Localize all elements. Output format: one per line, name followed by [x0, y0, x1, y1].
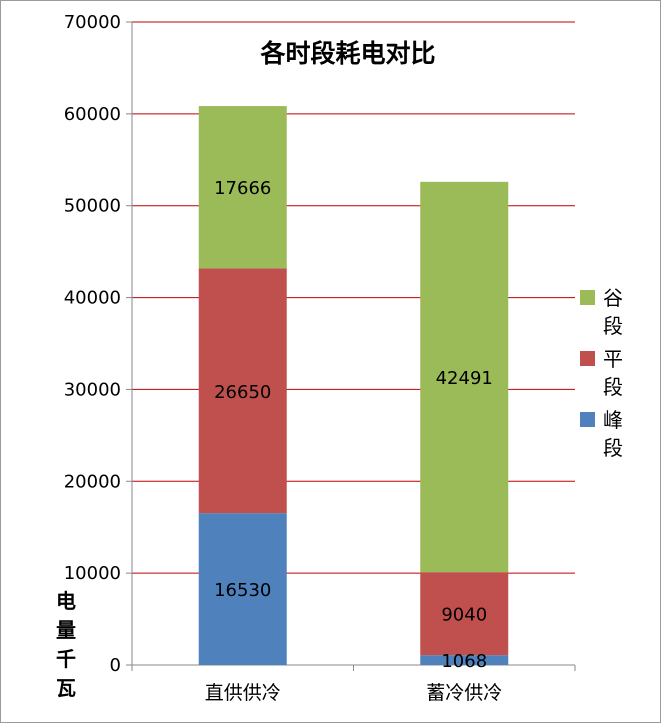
y-tick-label: 30000 [64, 379, 121, 400]
bar-segment [420, 572, 509, 656]
chart-title: 各时段耗电对比 [259, 39, 435, 68]
data-label: 16530 [214, 580, 271, 601]
y-tick-labels: 0 10000 20000 30000 40000 50000 60000 70000 [64, 12, 121, 676]
legend-marker [580, 290, 595, 305]
gridlines [132, 21, 575, 574]
legend-label-char: 平 [603, 347, 623, 371]
x-tick-labels: 直供供冷 蓄冷供冷 [205, 682, 503, 704]
data-labels: 16530 26650 17666 1068 9040 42491 [214, 178, 493, 672]
bar-segment [420, 181, 509, 573]
data-label: 42491 [436, 368, 493, 389]
bar-segment [198, 513, 287, 665]
legend-label-char: 谷 [603, 286, 623, 310]
legend-label-char: 段 [603, 314, 623, 338]
y-tick-label: 40000 [64, 288, 121, 309]
x-tick-label: 蓄冷供冷 [426, 682, 502, 704]
bar-segment [420, 655, 509, 665]
legend-marker [580, 351, 595, 366]
legend-label-char: 段 [603, 375, 623, 399]
bar-segment [198, 268, 287, 514]
y-axis-label-char: 量 [56, 618, 76, 642]
data-label: 1068 [441, 651, 487, 672]
y-axis-label-char: 千 [56, 647, 76, 671]
legend-label-char: 峰 [603, 408, 623, 432]
data-label: 26650 [214, 382, 271, 403]
bar-segment [198, 106, 287, 269]
y-tick-label: 50000 [64, 196, 121, 217]
y-tick-label: 60000 [64, 104, 121, 125]
bars [198, 106, 509, 665]
x-tick-label: 直供供冷 [205, 682, 281, 704]
y-tick-label: 10000 [64, 563, 121, 584]
y-tick-label: 0 [110, 655, 121, 676]
y-axis-label-char: 电 [56, 589, 76, 613]
data-label: 9040 [441, 605, 487, 626]
y-tick-label: 70000 [64, 12, 121, 33]
data-label: 17666 [214, 178, 271, 199]
y-tick-label: 20000 [64, 471, 121, 492]
legend-label-char: 段 [603, 436, 623, 460]
legend-marker [580, 412, 595, 427]
y-axis-label-char: 瓦 [56, 676, 76, 700]
